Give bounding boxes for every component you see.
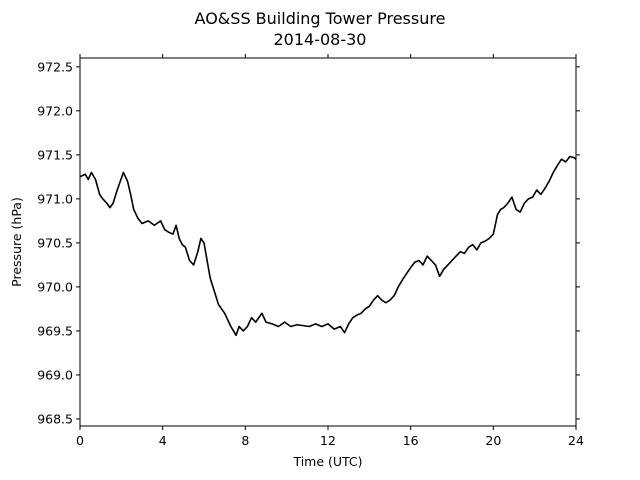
y-axis-label: Pressure (hPa) [9, 197, 24, 287]
x-tick-label: 0 [76, 433, 84, 448]
x-tick-label: 4 [159, 433, 167, 448]
x-tick-label: 8 [241, 433, 249, 448]
chart-title: AO&SS Building Tower Pressure [195, 9, 446, 28]
y-tick-label: 969.0 [37, 367, 73, 382]
x-tick-label: 12 [320, 433, 336, 448]
y-tick-label: 972.5 [37, 59, 73, 74]
x-tick-label: 24 [568, 433, 584, 448]
y-tick-label: 971.5 [37, 147, 73, 162]
series-line-pressure [79, 155, 577, 337]
y-tick-label: 970.0 [37, 279, 73, 294]
y-tick-label: 968.5 [37, 411, 73, 426]
x-tick-label: 20 [485, 433, 501, 448]
y-tick-label: 969.5 [37, 323, 73, 338]
y-tick-label: 972.0 [37, 103, 73, 118]
x-tick-label: 16 [403, 433, 419, 448]
x-axis-ticks: 0 4 8 12 16 20 24 [76, 54, 584, 448]
x-axis-label: Time (UTC) [292, 454, 362, 469]
chart-subtitle: 2014-08-30 [274, 30, 367, 49]
y-tick-label: 971.0 [37, 191, 73, 206]
plot-area [79, 155, 577, 337]
y-axis-ticks: 968.5 969.0 969.5 970.0 970.5 971.0 971.5 972.0… [37, 59, 580, 426]
y-tick-label: 970.5 [37, 235, 73, 250]
